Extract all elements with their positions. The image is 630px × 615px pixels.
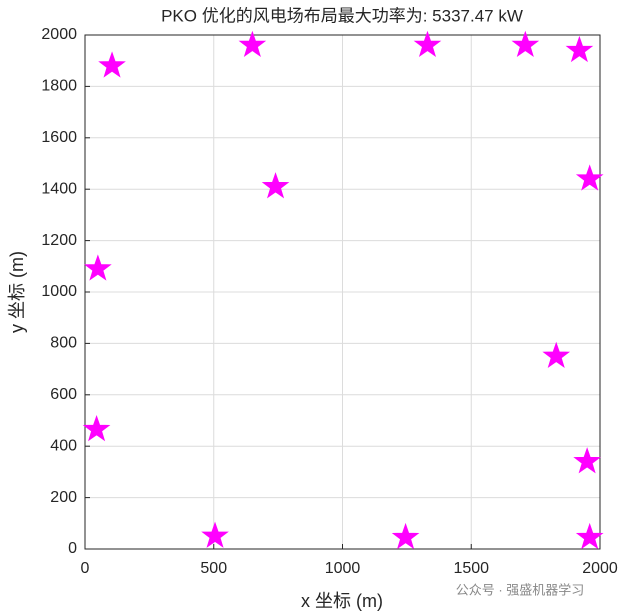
y-tick-label: 1200 xyxy=(41,232,77,249)
y-tick-label: 400 xyxy=(50,437,77,454)
point xyxy=(84,254,112,281)
point xyxy=(98,51,126,78)
point xyxy=(82,414,111,442)
point xyxy=(575,522,604,550)
point xyxy=(238,30,267,58)
y-tick-label: 1600 xyxy=(41,129,77,146)
y-tick-label: 600 xyxy=(50,386,77,403)
watermark: 公众号 · 强盛机器学习 xyxy=(456,582,585,597)
x-tick-label: 500 xyxy=(200,560,227,577)
y-tick-label: 1400 xyxy=(41,180,77,197)
y-tick-label: 0 xyxy=(68,540,77,557)
x-tick-label: 0 xyxy=(81,560,90,577)
y-tick-label: 800 xyxy=(50,335,77,352)
point xyxy=(391,522,420,550)
x-axis-label: x 坐标 (m) xyxy=(301,591,383,611)
x-tick-label: 2000 xyxy=(582,560,618,577)
plot-frame xyxy=(84,34,601,550)
x-tick-label: 1500 xyxy=(453,560,489,577)
x-tick-label: 1000 xyxy=(325,560,361,577)
chart-title: PKO 优化的风电场布局最大功率为: 5337.47 kW xyxy=(161,6,523,25)
point xyxy=(413,30,442,58)
y-tick-label: 200 xyxy=(50,489,77,506)
y-tick-label: 1800 xyxy=(41,78,77,95)
point xyxy=(575,164,604,191)
y-axis-label: y 坐标 (m) xyxy=(7,251,27,333)
point xyxy=(201,521,229,548)
point xyxy=(261,172,290,199)
point xyxy=(542,341,571,369)
point xyxy=(511,30,540,58)
point xyxy=(565,35,594,63)
point xyxy=(573,447,601,474)
y-tick-label: 1000 xyxy=(41,283,77,300)
y-tick-label: 2000 xyxy=(41,26,77,43)
